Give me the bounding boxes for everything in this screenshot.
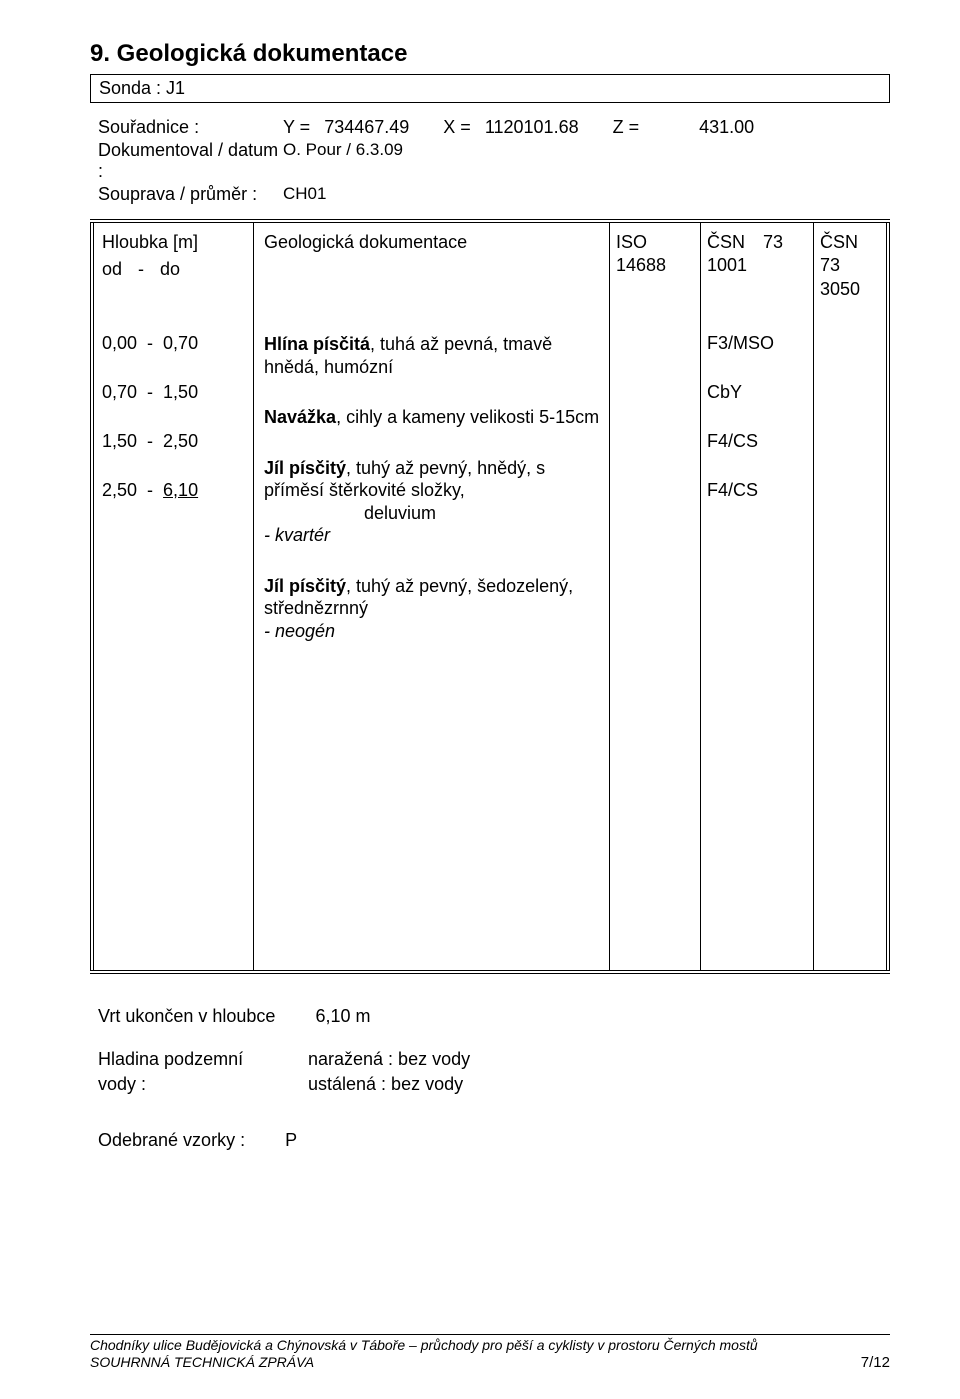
- page-number: 7/12: [861, 1354, 890, 1371]
- documented-label: Dokumentoval / datum :: [98, 140, 283, 182]
- desc-headline: Jíl písčitý, tuhý až pevný, šedozelený, …: [264, 575, 601, 620]
- depth-dash: -: [145, 382, 155, 403]
- samples-val: P: [285, 1128, 297, 1153]
- class-code: F4/CS: [707, 431, 807, 452]
- main-table: Hloubka [m] od - do 0,00-0,700,70-1,501,…: [90, 219, 890, 974]
- depth-to: 1,50: [163, 382, 198, 403]
- depth-to: 6,10: [163, 480, 198, 501]
- footer-l1: Chodníky ulice Budějovická a Chýnovská v…: [90, 1337, 758, 1354]
- gw-v2: ustálená : bez vody: [308, 1072, 470, 1097]
- csn2-l2: 73: [820, 254, 880, 277]
- end-label: Vrt ukončen v hloubce: [98, 1004, 275, 1029]
- gw-label-l1: Hladina podzemní: [98, 1047, 268, 1072]
- csn1-l1: ČSN: [707, 231, 745, 254]
- iso-l1: ISO: [616, 231, 694, 254]
- depth-from: 1,50: [102, 431, 137, 452]
- desc-headline: Jíl písčitý, tuhý až pevný, hnědý, s pří…: [264, 457, 601, 502]
- iso-header: ISO 14688: [616, 231, 694, 305]
- desc-bold: Hlína písčitá: [264, 334, 370, 354]
- iso-l2: 14688: [616, 254, 694, 277]
- csn2-header: ČSN 73 3050: [820, 231, 880, 305]
- x-val: 1120101.68: [485, 117, 579, 138]
- desc-rest: , cihly a kameny velikosti 5-15cm: [336, 407, 599, 427]
- depth-to: 2,50: [163, 431, 198, 452]
- class-code: F4/CS: [707, 480, 807, 501]
- csn2-l3: 3050: [820, 278, 880, 301]
- end-val: 6,10 m: [315, 1004, 370, 1029]
- gw-label-l2: vody :: [98, 1072, 268, 1097]
- coords-line: Y = 734467.49 X = 1120101.68 Z = 431.00: [283, 117, 890, 138]
- desc-subline: deluvium: [264, 502, 601, 525]
- top-info-grid: Souřadnice : Y = 734467.49 X = 1120101.68 …: [90, 117, 890, 205]
- y-val: 734467.49: [324, 117, 409, 138]
- depth-dash: -: [145, 431, 155, 452]
- page-footer: Chodníky ulice Budějovická a Chýnovská v…: [90, 1334, 890, 1371]
- depth-from: 2,50: [102, 480, 137, 501]
- set-val: CH01: [283, 184, 890, 205]
- desc-block: Jíl písčitý, tuhý až pevný, hnědý, s pří…: [264, 457, 601, 547]
- depth-row: 0,00-0,70: [102, 333, 247, 354]
- col-iso: ISO 14688: [609, 223, 700, 970]
- desc-bold: Jíl písčitý: [264, 576, 346, 596]
- csn1-l3: 73: [763, 231, 783, 254]
- depth-row: 1,50-2,50: [102, 431, 247, 452]
- depth-od: od: [102, 258, 122, 281]
- documented-val: O. Pour / 6.3.09: [283, 140, 890, 182]
- desc-block: Hlína písčitá, tuhá až pevná, tmavě hněd…: [264, 333, 601, 378]
- desc-header: Geologická dokumentace: [264, 231, 601, 305]
- depth-dash: -: [145, 480, 155, 501]
- samples-label: Odebrané vzorky :: [98, 1128, 245, 1153]
- desc-italic: - neogén: [264, 620, 601, 643]
- depth-from: 0,00: [102, 333, 137, 354]
- gw-v1: naražená : bez vody: [308, 1047, 470, 1072]
- desc-headline: Hlína písčitá, tuhá až pevná, tmavě hněd…: [264, 333, 601, 378]
- z-val: 431.00: [699, 117, 754, 138]
- section-title: 9. Geologická dokumentace: [90, 40, 890, 68]
- depth-dash: -: [145, 333, 155, 354]
- class-code: CbY: [707, 382, 807, 403]
- desc-block: Jíl písčitý, tuhý až pevný, šedozelený, …: [264, 575, 601, 643]
- depth-header: Hloubka [m] od - do: [102, 231, 247, 305]
- coords-label: Souřadnice :: [98, 117, 283, 138]
- desc-bold: Jíl písčitý: [264, 458, 346, 478]
- csn1-header: ČSN 73 1001: [707, 231, 807, 305]
- desc-block: Navážka, cihly a kameny velikosti 5-15cm: [264, 406, 601, 429]
- footer-l2: SOUHRNNÁ TECHNICKÁ ZPRÁVA: [90, 1354, 758, 1371]
- depth-row: 2,50-6,10: [102, 480, 247, 501]
- z-label: Z =: [613, 117, 640, 138]
- depth-header-l1: Hloubka [m]: [102, 231, 247, 254]
- y-label: Y =: [283, 117, 310, 138]
- depth-from: 0,70: [102, 382, 137, 403]
- col-csn2: ČSN 73 3050: [814, 223, 890, 970]
- x-label: X =: [443, 117, 471, 138]
- depth-dash: -: [138, 258, 144, 281]
- sonda-box: Sonda : J1: [90, 74, 890, 103]
- class-code: F3/MSO: [707, 333, 807, 354]
- set-label: Souprava / průměr :: [98, 184, 283, 205]
- col-depth: Hloubka [m] od - do 0,00-0,700,70-1,501,…: [90, 223, 254, 970]
- depth-to: 0,70: [163, 333, 198, 354]
- desc-headline: Navážka, cihly a kameny velikosti 5-15cm: [264, 406, 601, 429]
- desc-bold: Navážka: [264, 407, 336, 427]
- csn1-l2: 1001: [707, 254, 807, 277]
- desc-italic: - kvartér: [264, 524, 601, 547]
- depth-row: 0,70-1,50: [102, 382, 247, 403]
- csn2-l1: ČSN: [820, 231, 880, 254]
- bottom-info: Vrt ukončen v hloubce 6,10 m Hladina pod…: [90, 1004, 890, 1153]
- depth-do: do: [160, 258, 180, 281]
- col-desc: Geologická dokumentace Hlína písčitá, tu…: [254, 223, 609, 970]
- col-csn1: ČSN 73 1001 F3/MSO CbY F4/CS F4/CS: [700, 223, 814, 970]
